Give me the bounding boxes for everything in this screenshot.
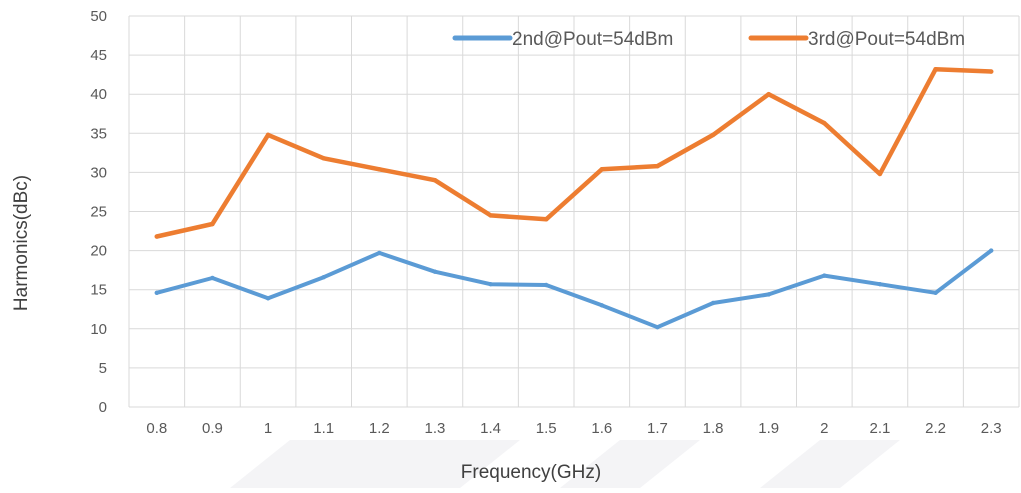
legend-label: 2nd@Pout=54dBm [512, 29, 673, 50]
data-point [377, 250, 382, 256]
background-watermark [230, 440, 900, 488]
series-line-2nd-harmonic [154, 248, 994, 330]
data-point [710, 132, 716, 138]
y-tick-label: 20 [90, 243, 107, 260]
x-tick-label: 1.3 [425, 420, 446, 437]
y-axis-title: Harmonics(dBc) [11, 175, 32, 311]
x-axis-title: Frequency(GHz) [461, 462, 601, 483]
data-point [766, 92, 771, 97]
data-point [877, 282, 883, 287]
y-tick-label: 10 [90, 321, 107, 338]
watermark-shape [230, 440, 520, 488]
data-point [766, 292, 771, 297]
data-point [488, 282, 493, 287]
series-lines [154, 66, 994, 330]
legend-label: 3rd@Pout=54dBm [808, 29, 965, 50]
x-axis-ticks: 0.8 0.9 1 1.1 1.2 1.3 1.4 1.5 1.6 1.7 1.8 1.9 2 2.1 2.… [146, 420, 1001, 437]
series-line-3rd-harmonic [154, 66, 994, 239]
x-tick-label: 0.9 [202, 420, 223, 437]
data-point [210, 221, 215, 227]
x-tick-label: 2.3 [981, 420, 1002, 437]
data-point [988, 69, 994, 74]
y-tick-label: 15 [90, 282, 107, 299]
data-point [210, 275, 215, 281]
y-tick-label: 25 [90, 204, 107, 221]
data-point [822, 120, 827, 126]
data-point [377, 167, 382, 172]
y-tick-label: 45 [90, 47, 107, 64]
data-point [933, 66, 938, 72]
legend: 2nd@Pout=54dBm 3rd@Pout=54dBm [452, 29, 965, 50]
x-tick-label: 1.8 [703, 420, 724, 437]
data-point [655, 163, 660, 169]
x-tick-label: 1.9 [758, 420, 779, 437]
x-tick-label: 2.2 [925, 420, 946, 437]
x-tick-label: 2 [820, 420, 828, 437]
x-tick-label: 1.4 [480, 420, 501, 437]
data-point [265, 132, 271, 138]
y-tick-label: 0 [99, 399, 107, 416]
data-point [321, 274, 326, 280]
x-tick-label: 1.5 [536, 420, 557, 437]
data-point [599, 303, 605, 308]
x-tick-label: 0.8 [146, 420, 167, 437]
x-tick-label: 1.1 [313, 420, 334, 437]
x-tick-label: 1.6 [591, 420, 612, 437]
data-point [543, 282, 549, 288]
data-point [321, 156, 326, 161]
x-tick-label: 1 [264, 420, 272, 437]
x-tick-label: 2.1 [870, 420, 891, 437]
data-point [710, 300, 716, 306]
y-axis-ticks: 0 5 10 15 20 25 30 35 40 45 50 [90, 8, 107, 416]
x-tick-label: 1.2 [369, 420, 390, 437]
data-point [432, 269, 438, 274]
watermark-shape [760, 440, 900, 488]
data-point [488, 213, 493, 218]
data-point [432, 178, 438, 183]
data-point [154, 234, 160, 239]
y-tick-label: 50 [90, 8, 107, 25]
y-tick-label: 35 [90, 125, 107, 142]
data-point [543, 217, 549, 222]
y-tick-label: 30 [90, 164, 107, 181]
data-point [265, 296, 271, 301]
x-tick-label: 1.7 [647, 420, 668, 437]
data-point [655, 325, 660, 330]
data-point [877, 171, 883, 177]
y-tick-label: 5 [99, 360, 107, 377]
data-point [599, 167, 605, 172]
watermark-shape [560, 440, 700, 488]
grid [128, 15, 1020, 408]
data-point [822, 273, 827, 278]
data-point [154, 290, 160, 296]
y-tick-label: 40 [90, 86, 107, 103]
data-point [933, 290, 938, 296]
data-point [988, 248, 994, 253]
